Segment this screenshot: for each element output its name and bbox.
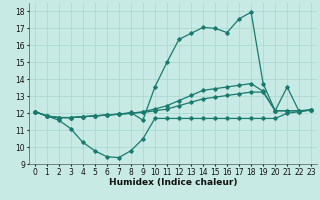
X-axis label: Humidex (Indice chaleur): Humidex (Indice chaleur) — [109, 178, 237, 187]
